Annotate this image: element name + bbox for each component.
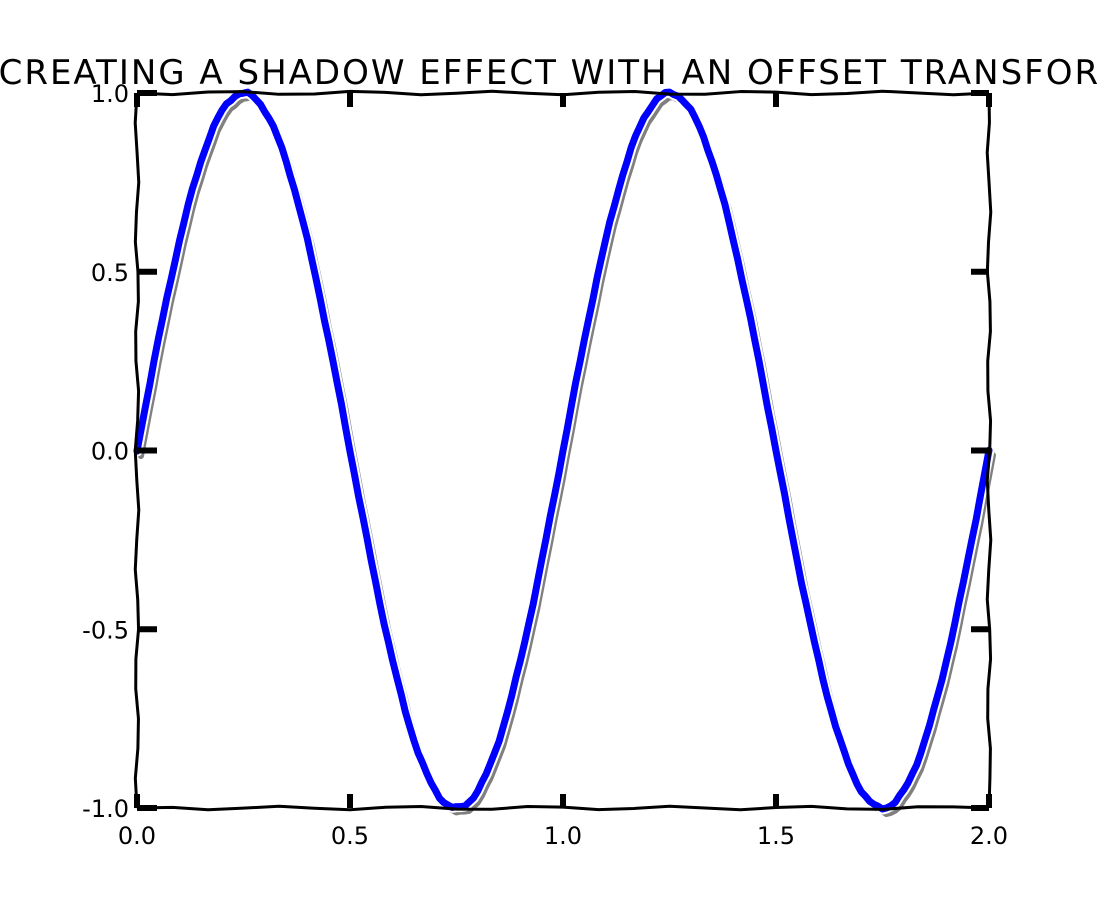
x-tick-label: 1.5 xyxy=(757,822,795,850)
x-tick-label: 0.0 xyxy=(118,822,156,850)
ticks-layer xyxy=(134,90,992,811)
series-main-line xyxy=(133,88,993,813)
y-tick-label: 0.5 xyxy=(91,259,129,287)
y-tick-label: -1.0 xyxy=(82,795,129,823)
y-tick-label: 0.0 xyxy=(91,438,129,466)
chart-title: CREATING A SHADOW EFFECT WITH AN OFFSET … xyxy=(0,53,1100,93)
x-tick-labels: 0.0 0.5 1.0 1.5 2.0 xyxy=(118,822,1008,850)
y-tick-label: 1.0 xyxy=(91,80,129,108)
y-tick-labels: -1.0 -0.5 0.0 0.5 1.0 xyxy=(82,80,129,823)
series-layer xyxy=(131,86,996,818)
x-tick-label: 0.5 xyxy=(331,822,369,850)
x-tick-label: 2.0 xyxy=(970,822,1008,850)
y-tick-label: -0.5 xyxy=(82,616,129,644)
x-tick-label: 1.0 xyxy=(544,822,582,850)
